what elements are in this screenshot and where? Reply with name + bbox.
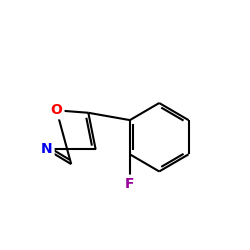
Text: O: O (50, 103, 62, 117)
Text: N: N (41, 142, 52, 156)
Text: F: F (125, 177, 135, 191)
